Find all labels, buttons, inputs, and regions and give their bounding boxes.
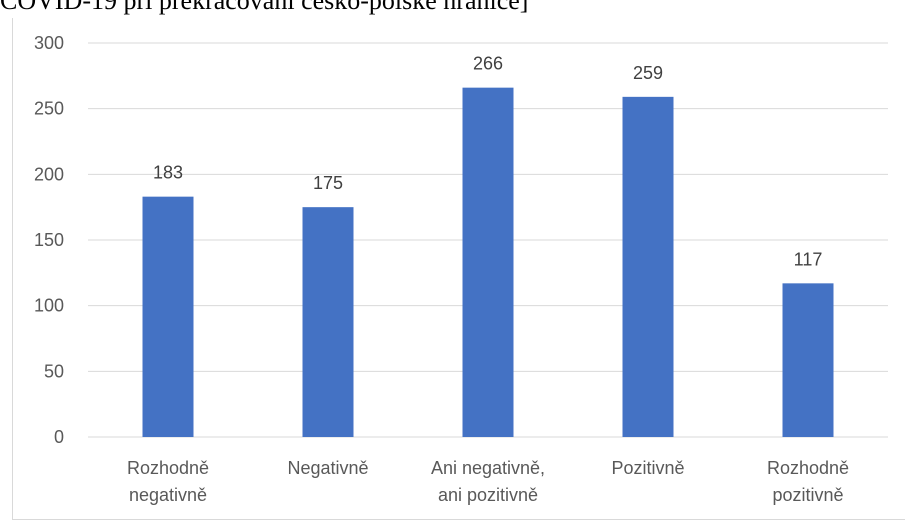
- y-tick-label: 300: [34, 33, 64, 53]
- y-tick-label: 150: [34, 230, 64, 250]
- x-category-label-line: negativně: [129, 485, 207, 505]
- y-axis-ticks: 0 50 100 150 200 250 300: [34, 33, 64, 447]
- bar: [622, 96, 674, 437]
- bars: [142, 87, 834, 438]
- y-tick-label: 200: [34, 164, 64, 184]
- x-axis-labels: Rozhodně negativně Negativně Ani negativně,…: [127, 458, 849, 505]
- y-tick-label: 250: [34, 99, 64, 119]
- data-label: 117: [794, 249, 823, 269]
- x-category-label: Pozitivně: [611, 458, 684, 478]
- chart-frame: [12, 18, 905, 520]
- x-category-label: Rozhodně pozitivně: [767, 458, 849, 505]
- bar: [142, 196, 194, 437]
- x-category-label: Negativně: [287, 458, 368, 478]
- y-tick-label: 0: [54, 427, 64, 447]
- bar: [302, 207, 354, 437]
- x-category-label-line: pozitivně: [772, 485, 843, 505]
- data-label: 259: [633, 63, 663, 83]
- data-label: 183: [153, 163, 183, 183]
- x-category-label-line: ani pozitivně: [438, 485, 538, 505]
- x-category-label: Ani negativně, ani pozitivně: [431, 458, 545, 505]
- x-category-label-line: Rozhodně: [127, 458, 209, 478]
- bar: [462, 87, 514, 438]
- bar: [782, 283, 834, 437]
- chart-caption: COVID-19 při překračování česko-polské h…: [0, 0, 529, 15]
- gridlines: [88, 42, 888, 438]
- y-tick-label: 50: [44, 361, 64, 381]
- x-category-label-line: Rozhodně: [767, 458, 849, 478]
- x-category-label: Rozhodně negativně: [127, 458, 209, 505]
- y-tick-label: 100: [34, 296, 64, 316]
- x-category-label-line: Pozitivně: [611, 458, 684, 478]
- data-label: 175: [313, 173, 343, 193]
- data-labels: 183 175 266 259 117: [153, 54, 822, 270]
- x-category-label-line: Negativně: [287, 458, 368, 478]
- x-category-label-line: Ani negativně,: [431, 458, 545, 478]
- data-label: 266: [473, 54, 503, 74]
